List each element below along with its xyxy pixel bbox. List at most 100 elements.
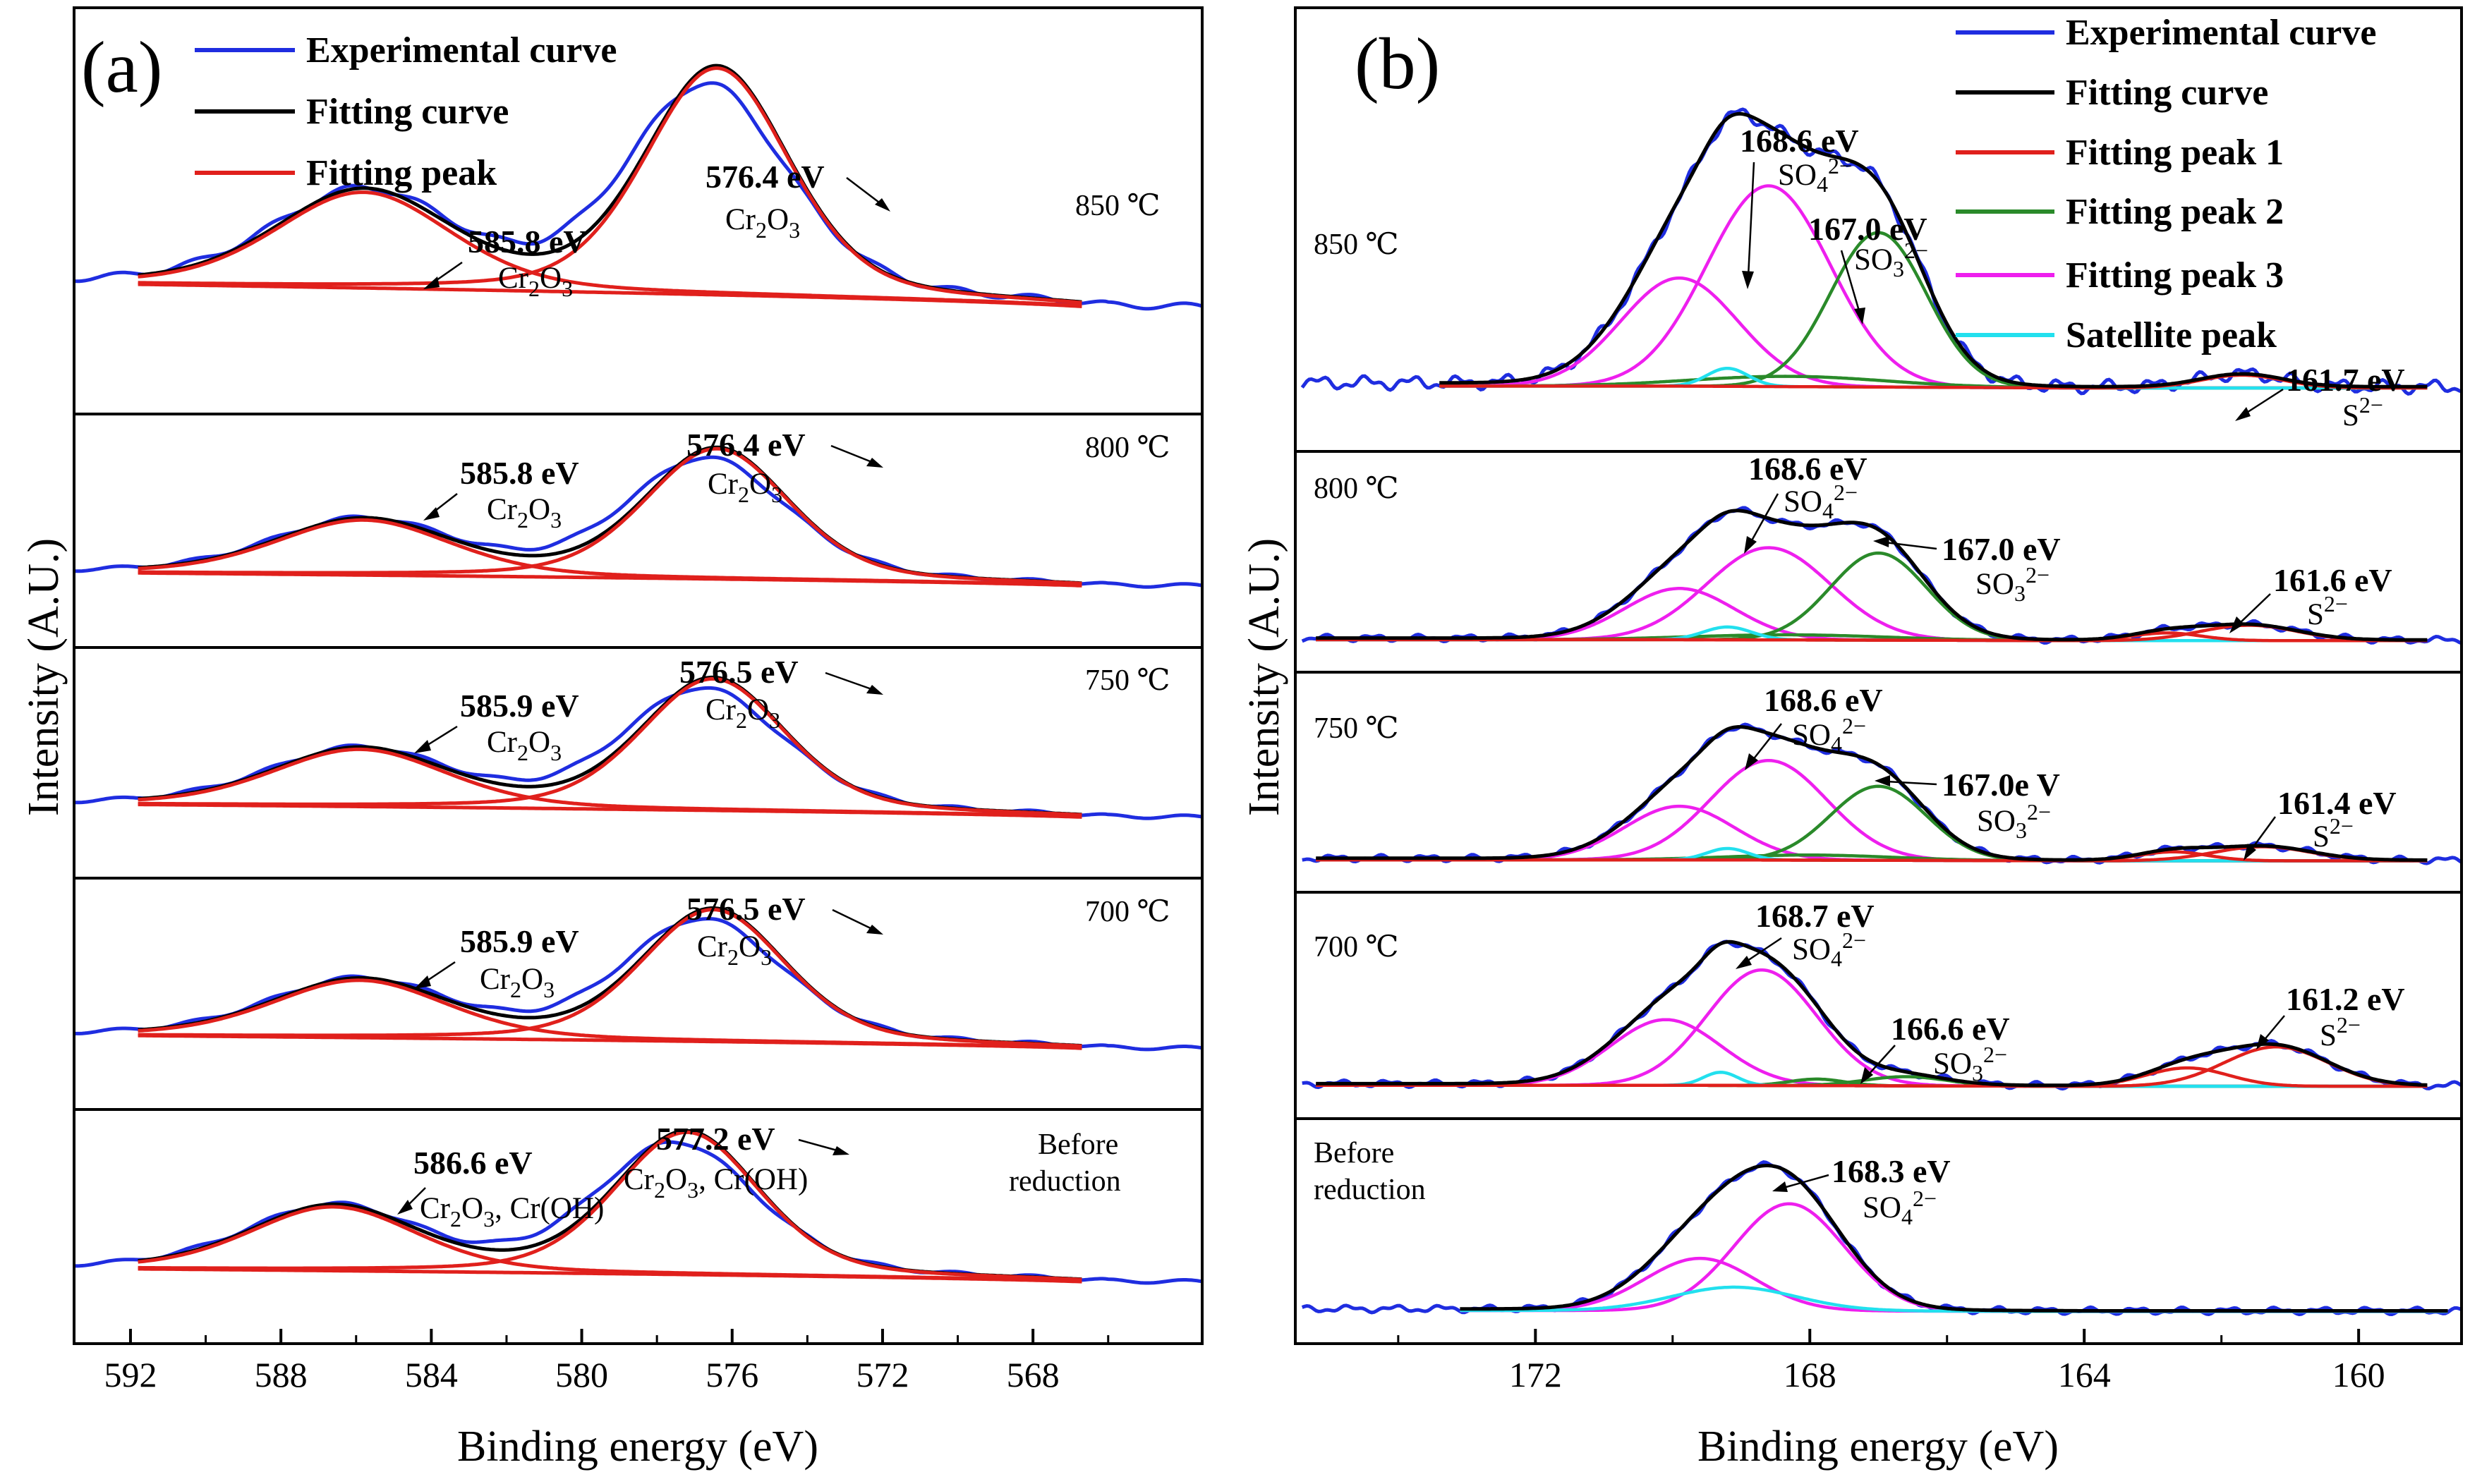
panel-b-annotations-700: 700 ℃ 168.7 eV SO42− 166.6 eV SO32− 161.…	[1314, 898, 2405, 1085]
peak-label: 576.4 eV	[686, 427, 806, 463]
panel-b-x-ticks: 172 168 164 160	[1397, 1329, 2385, 1394]
legend-label-peak-1: Fitting peak 1	[2066, 133, 2284, 173]
fitting-curve	[1316, 509, 2428, 642]
temperature-label: 750 ℃	[1085, 664, 1170, 697]
temperature-label: 850 ℃	[1314, 229, 1398, 261]
peak-label: 168.6 eV	[1748, 451, 1867, 487]
species-label: SO42−	[1792, 713, 1866, 757]
arrowhead	[833, 1146, 849, 1155]
fitting-peak3	[1316, 587, 2428, 643]
temperature-label: reduction	[1009, 1165, 1121, 1198]
experimental-curve	[73, 686, 1203, 820]
x-tick-label: 588	[255, 1355, 308, 1394]
species-label: SO42−	[1778, 153, 1852, 197]
panel-a-series	[73, 63, 1203, 311]
annotation-arrow	[798, 1138, 840, 1152]
arrowhead	[1875, 775, 1890, 786]
annotation-arrow	[825, 671, 874, 691]
x-tick-label: 160	[2332, 1355, 2385, 1394]
panel-a-y-axis-title: Intensity (A.U.)	[20, 538, 68, 816]
species-label: Cr2O3	[708, 468, 782, 507]
fitting-peak	[138, 518, 1082, 588]
x-tick-label: 172	[1509, 1355, 1562, 1394]
peak-label: 167.0 eV	[1942, 531, 2061, 567]
fitting-curve	[138, 1129, 1082, 1282]
legend-label-fitting: Fitting curve	[306, 92, 509, 132]
x-tick-label: 584	[405, 1355, 458, 1394]
species-label: Cr2O3	[725, 203, 800, 243]
panel-b: 172 168 164 160 (b) Experimental curve Fitt…	[1240, 6, 2463, 1471]
peak-label: 167.0e V	[1942, 767, 2060, 803]
x-tick-label: 576	[706, 1355, 758, 1394]
fitting-peak	[138, 978, 1082, 1050]
panel-a-series	[73, 445, 1203, 589]
fitting-peak3	[1460, 1256, 2448, 1313]
panel-b-annotations-750: 750 ℃ 168.6 eV SO42− 167.0e V SO32− 161.…	[1314, 682, 2397, 860]
panel-b-series	[1301, 1160, 2462, 1317]
species-label: S2−	[2307, 591, 2348, 631]
arrowhead	[866, 458, 883, 468]
arrowhead	[423, 276, 440, 289]
peak-label: 576.5 eV	[686, 891, 806, 927]
fitting-peak	[138, 66, 1082, 305]
panel-a-annotations-800: 800 ℃ 585.8 eV Cr2O3 576.4 eV Cr2O3	[423, 427, 1170, 533]
fitting-peak3	[1316, 804, 2428, 863]
species-label: SO32−	[1933, 1042, 2007, 1085]
peak-label: 585.9 eV	[460, 923, 579, 959]
species-label: SO42−	[1784, 480, 1858, 523]
panel-b-annotations-before: Before reduction 168.3 eV SO42−	[1314, 1137, 1951, 1229]
peak-label: 161.6 eV	[2273, 562, 2392, 598]
legend-label-experimental: Experimental curve	[2066, 13, 2376, 53]
fitting-peak1	[1316, 850, 2428, 863]
fitting-peak2	[1316, 784, 2428, 863]
x-tick-label: 168	[1784, 1355, 1836, 1394]
panel-a-annotations-850: 850 ℃ 585.8 eV Cr2O3 576.4 eV Cr2O3	[423, 159, 1160, 301]
panel-b-label: (b)	[1355, 23, 1440, 104]
panel-b-frame	[1294, 6, 2463, 1345]
arrowhead	[423, 507, 440, 521]
fitting-peak	[138, 446, 1082, 585]
temperature-label: Before	[1314, 1137, 1394, 1169]
species-label: SO42−	[1863, 1186, 1937, 1229]
experimental-curve	[73, 455, 1203, 589]
panel-b-series	[1302, 939, 2463, 1091]
panel-b-annotations-800: 800 ℃ 168.6 eV SO42− 167.0 eV SO32− 161.…	[1314, 451, 2392, 633]
fitting-curve	[1316, 939, 2428, 1088]
panel-a-x-ticks: 592 588 584 580 576 572 568	[104, 1329, 1110, 1394]
annotation-arrow	[2243, 388, 2284, 416]
peak-label: 577.2 eV	[656, 1121, 775, 1157]
fitting-peak1	[1316, 631, 2428, 643]
species-label: SO32−	[1854, 238, 1928, 281]
annotation-arrow	[1884, 541, 1937, 550]
arrowhead	[2244, 844, 2256, 860]
peak-label: 576.5 eV	[679, 654, 799, 690]
fitting-curve	[1439, 111, 2428, 389]
arrowhead	[1744, 536, 1757, 554]
x-tick-label: 164	[2058, 1355, 2111, 1394]
peak-label: 585.8 eV	[468, 224, 587, 260]
peak-label: 166.6 eV	[1891, 1011, 2010, 1047]
fitting-peak	[138, 677, 1082, 817]
peak-label: 167.0 eV	[1808, 211, 1927, 247]
panel-a-legend: Experimental curve Fitting curve Fitting…	[195, 30, 617, 193]
species-label: Cr2O3	[480, 963, 555, 1002]
arrowhead	[414, 975, 431, 989]
annotation-arrow	[830, 444, 874, 464]
x-tick-label: 592	[104, 1355, 157, 1394]
temperature-label: reduction	[1314, 1174, 1426, 1206]
fitting-peak1	[1316, 1066, 2428, 1088]
arrowhead	[414, 740, 431, 753]
annotation-arrow	[2249, 816, 2277, 851]
panel-b-legend: Experimental curve Fitting curve Fitting…	[1956, 13, 2376, 355]
species-label: SO32−	[1977, 799, 2051, 843]
arrowhead	[866, 685, 883, 695]
species-label: SO42−	[1792, 928, 1866, 971]
panel-b-x-axis-title: Binding energy (eV)	[1697, 1423, 2059, 1471]
annotation-arrow	[1745, 937, 1782, 963]
arrowhead	[1860, 1067, 1873, 1084]
arrowhead	[875, 198, 890, 212]
arrowhead	[1736, 956, 1752, 969]
panel-a-series	[73, 1129, 1203, 1285]
panel-a-spectra	[73, 63, 1203, 1285]
